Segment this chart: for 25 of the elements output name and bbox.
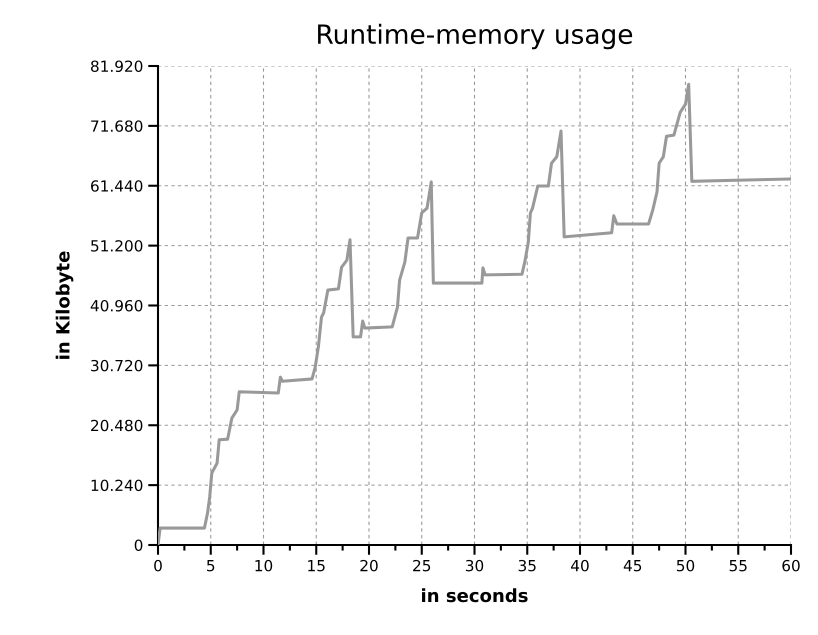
x-tick-label: 10 (255, 560, 272, 572)
y-tick-label: 30.720 (91, 360, 142, 372)
y-axis-title: in Kilobyte (56, 252, 74, 359)
x-axis-title: in seconds (422, 588, 528, 602)
x-tick-label: 55 (730, 560, 747, 572)
x-tick-label: 25 (413, 560, 430, 572)
x-tick-label: 45 (624, 560, 642, 572)
chart-title: Runtime-memory usage (318, 24, 632, 50)
y-tick-label: 20.480 (91, 420, 142, 432)
x-tick-label: 50 (676, 560, 694, 572)
x-tick-label: 5 (207, 560, 214, 572)
y-tick-label: 10.240 (92, 480, 142, 492)
y-tick-label: 0 (134, 539, 142, 552)
x-tick-label: 35 (518, 560, 536, 572)
x-tick-label: 60 (782, 560, 800, 572)
x-tick-label: 40 (571, 560, 589, 572)
y-tick-label: 81.920 (90, 60, 142, 72)
x-tick-label: 0 (154, 560, 162, 572)
y-tick-label: 40.960 (90, 300, 142, 312)
y-tick-label: 61.440 (91, 180, 142, 192)
x-tick-label: 30 (466, 560, 484, 572)
y-tick-label: 71.680 (91, 120, 142, 132)
x-tick-label: 20 (360, 560, 378, 572)
x-tick-label: 15 (308, 560, 325, 572)
y-tick-label: 51.200 (91, 240, 142, 252)
